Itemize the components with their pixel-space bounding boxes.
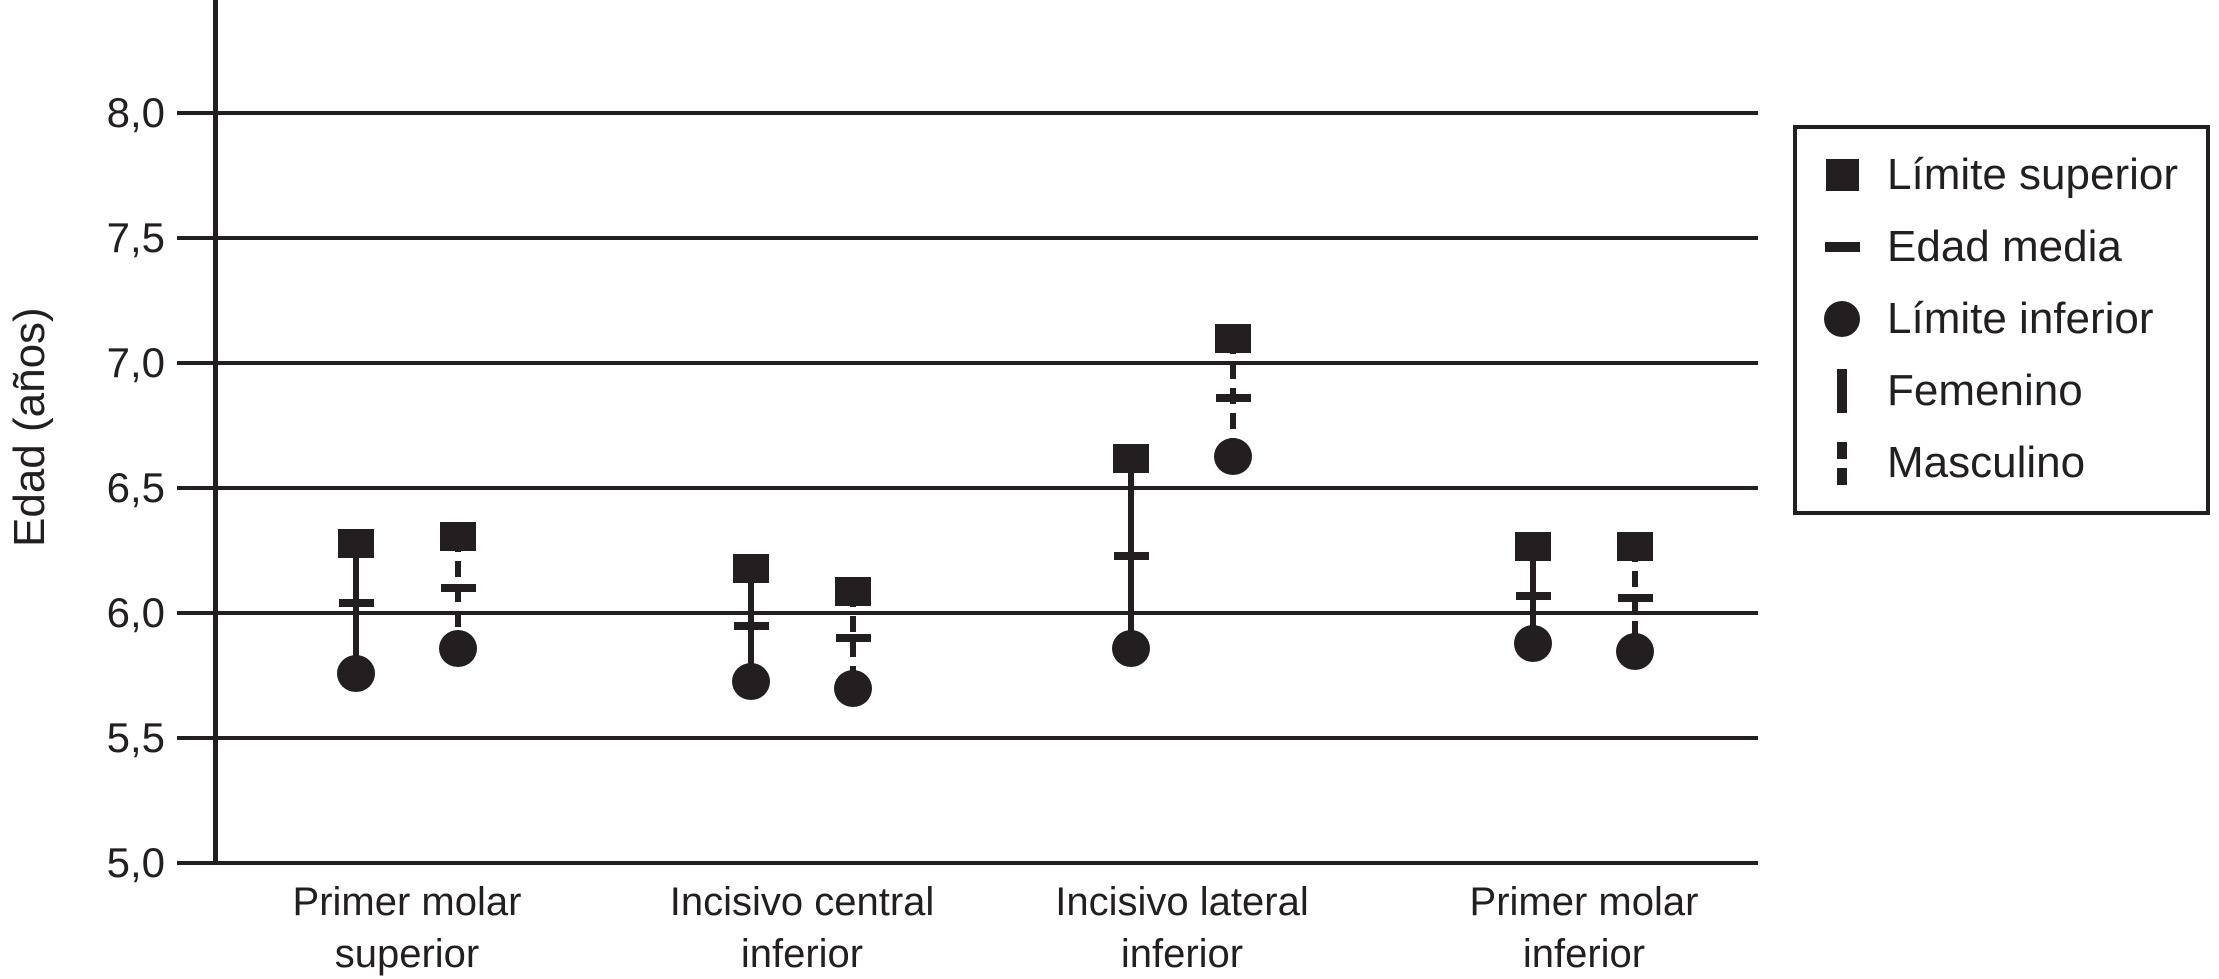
legend-icon-cell [1797, 301, 1887, 337]
edad-media-marker [441, 584, 476, 592]
gridline [177, 611, 1758, 615]
x-category-label-line: Incisivo central [669, 880, 935, 924]
limite-superior-marker [1515, 531, 1551, 561]
limite-inferior-marker [1616, 632, 1654, 670]
legend-label: Femenino [1887, 366, 2083, 415]
legend-icon-cell [1797, 242, 1887, 252]
legend-row: Femenino [1797, 367, 2206, 415]
gridline [177, 236, 1758, 240]
edad-media-marker [1216, 394, 1251, 402]
legend-square-icon [1825, 159, 1859, 191]
gridline [177, 486, 1758, 490]
gridline [177, 736, 1758, 740]
limite-superior-marker [338, 529, 374, 558]
limite-superior-marker [835, 576, 871, 606]
x-category-label-line: Primer molar [1469, 880, 1699, 924]
y-tick-label: 5,5 [106, 714, 165, 761]
limite-superior-marker [1113, 444, 1149, 473]
x-category-label: Incisivo central inferior [582, 876, 1022, 979]
x-category-label-line: inferior [740, 932, 864, 976]
legend: Límite superior Edad media Límite inferior… [1793, 125, 2210, 515]
gridline [177, 861, 1758, 865]
legend-dash-icon [1824, 242, 1860, 252]
legend-circle-icon [1824, 301, 1860, 337]
x-category-label: Primer molar inferior [1364, 876, 1804, 979]
legend-row: Masculino [1797, 439, 2206, 487]
x-category-label-line: inferior [1120, 932, 1244, 976]
y-axis-line [213, 0, 218, 865]
limite-inferior-marker [1514, 625, 1552, 662]
limite-superior-marker [1215, 324, 1251, 353]
y-tick-label: 7,5 [106, 214, 165, 261]
limite-inferior-marker [1112, 630, 1150, 667]
limite-inferior-marker [337, 655, 375, 692]
legend-label: Límite superior [1887, 150, 2179, 199]
limite-inferior-marker [834, 670, 872, 707]
y-tick-label: 7,0 [106, 339, 165, 386]
x-category-label-line: inferior [1522, 932, 1646, 976]
gridline [177, 361, 1758, 365]
y-tick-label: 6,0 [106, 589, 165, 636]
legend-dashed-bar-icon [1837, 441, 1847, 485]
edad-media-marker [1618, 594, 1653, 602]
limite-superior-marker [1617, 531, 1653, 561]
legend-icon-cell [1797, 159, 1887, 191]
legend-row: Límite superior [1797, 151, 2206, 199]
legend-solid-bar-icon [1837, 369, 1847, 413]
edad-media-marker [734, 621, 769, 630]
x-category-label-line: Incisivo lateral [1055, 880, 1309, 924]
connector-femenino [353, 543, 359, 673]
limite-superior-marker [733, 554, 769, 583]
edad-media-marker [1516, 591, 1551, 600]
legend-row: Límite inferior [1797, 295, 2206, 343]
y-tick-label: 5,0 [106, 839, 165, 886]
limite-superior-marker [440, 521, 476, 551]
limite-inferior-marker [1214, 437, 1252, 475]
x-category-label-line: superior [334, 932, 480, 976]
legend-label: Edad media [1887, 222, 2122, 271]
legend-label: Masculino [1887, 438, 2086, 487]
edad-media-marker [836, 634, 871, 642]
gridline [177, 111, 1758, 115]
limite-inferior-marker [732, 662, 770, 700]
legend-label: Límite inferior [1887, 294, 2154, 343]
legend-row: Edad media [1797, 223, 2206, 271]
x-category-label: Incisivo lateral inferior [962, 876, 1402, 979]
limite-inferior-marker [439, 630, 477, 667]
legend-icon-cell [1797, 441, 1887, 485]
y-tick-label: 6,5 [106, 464, 165, 511]
y-axis-title: Edad (años) [5, 307, 54, 547]
legend-icon-cell [1797, 369, 1887, 413]
x-category-label: Primer molar superior [187, 876, 627, 979]
y-tick-label: 8,0 [106, 89, 165, 136]
edad-media-marker [339, 599, 374, 607]
edad-media-marker [1114, 551, 1149, 560]
x-category-label-line: Primer molar [292, 880, 522, 924]
